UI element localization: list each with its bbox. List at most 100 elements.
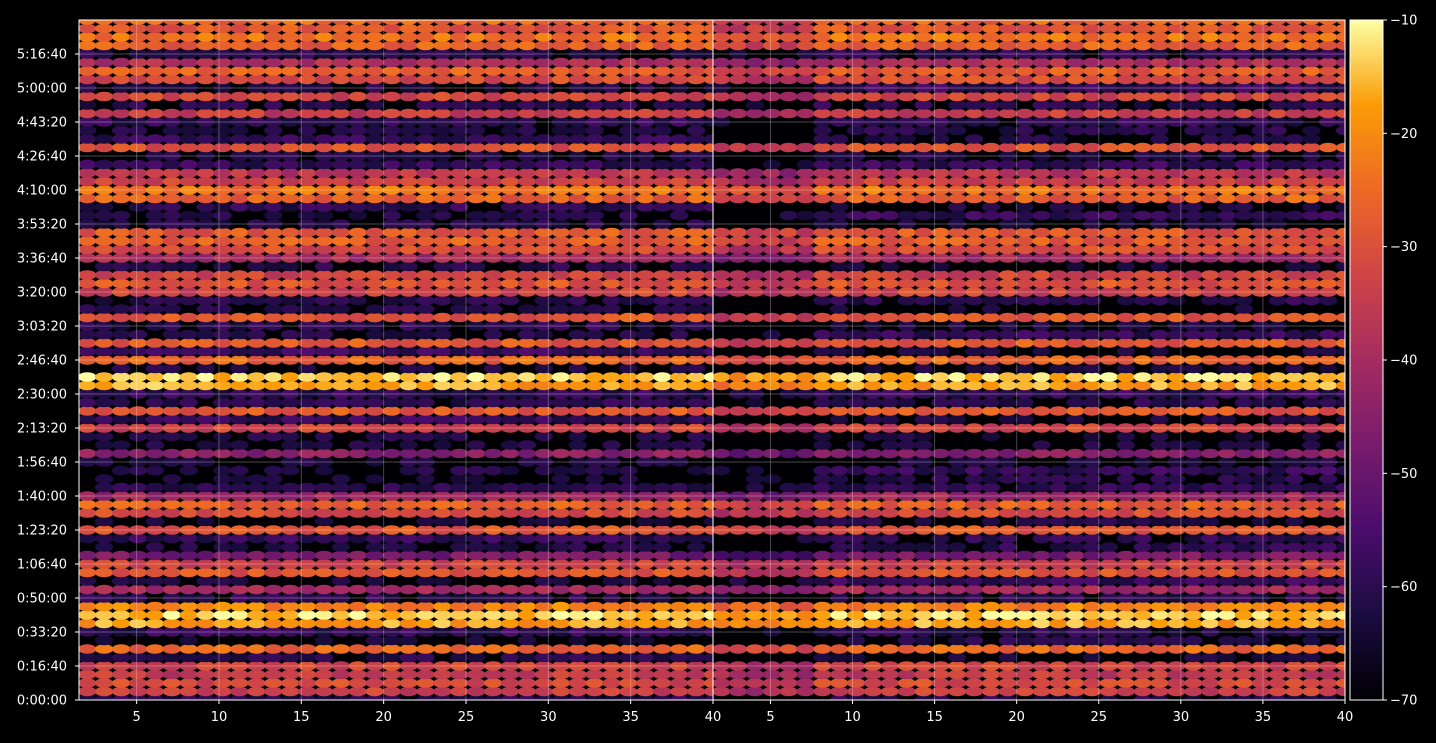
- heatmap-cell: [196, 644, 214, 653]
- heatmap-cell: [78, 236, 96, 245]
- heatmap-cell: [636, 279, 654, 288]
- heatmap-cell: [196, 75, 214, 84]
- heatmap-cell: [982, 678, 1000, 687]
- heatmap-cell: [1066, 551, 1084, 560]
- heatmap-cell: [931, 542, 949, 551]
- heatmap-cell: [163, 678, 181, 687]
- heatmap-cell: [112, 500, 130, 509]
- heatmap-cell: [230, 508, 248, 517]
- heatmap-cell: [1218, 687, 1236, 696]
- heatmap-cell: [847, 636, 865, 645]
- heatmap-cell: [349, 126, 367, 135]
- heatmap-cell: [112, 534, 130, 543]
- heatmap-cell: [636, 610, 654, 619]
- heatmap-cell: [501, 534, 519, 543]
- heatmap-cell: [552, 228, 570, 237]
- heatmap-cell: [1167, 610, 1185, 619]
- heatmap-cell: [247, 32, 265, 41]
- heatmap-cell: [264, 619, 282, 628]
- heatmap-cell: [1049, 670, 1067, 679]
- heatmap-cell: [383, 500, 401, 509]
- heatmap-cell: [602, 100, 620, 109]
- heatmap-cell: [914, 313, 932, 322]
- heatmap-cell: [1066, 228, 1084, 237]
- heatmap-cell: [1167, 517, 1185, 526]
- heatmap-cell: [163, 296, 181, 305]
- heatmap-cell: [1150, 338, 1168, 347]
- heatmap-cell: [898, 313, 916, 322]
- heatmap-cell: [366, 381, 384, 390]
- heatmap-cell: [230, 100, 248, 109]
- heatmap-cell: [1117, 228, 1135, 237]
- heatmap-cell: [535, 100, 553, 109]
- heatmap-cell: [1032, 372, 1050, 381]
- heatmap-cell: [796, 160, 814, 169]
- heatmap-cell: [383, 542, 401, 551]
- heatmap-cell: [746, 670, 764, 679]
- heatmap-cell: [467, 194, 485, 203]
- heatmap-cell: [146, 58, 164, 67]
- heatmap-cell: [416, 619, 434, 628]
- heatmap-cell: [230, 670, 248, 679]
- heatmap-cell: [1150, 619, 1168, 628]
- heatmap-cell: [1302, 653, 1320, 662]
- heatmap-cell: [1150, 236, 1168, 245]
- heatmap-cell: [467, 568, 485, 577]
- heatmap-cell: [180, 347, 198, 356]
- heatmap-cell: [1201, 619, 1219, 628]
- heatmap-cell: [1134, 279, 1152, 288]
- heatmap-cell: [247, 347, 265, 356]
- heatmap-cell: [196, 228, 214, 237]
- heatmap-cell: [552, 270, 570, 279]
- heatmap-cell: [1066, 610, 1084, 619]
- heatmap-cell: [602, 585, 620, 594]
- heatmap-cell: [931, 92, 949, 101]
- heatmap-cell: [1218, 610, 1236, 619]
- heatmap-cell: [569, 678, 587, 687]
- heatmap-cell: [1285, 415, 1303, 424]
- heatmap-cell: [729, 236, 747, 245]
- heatmap-cell: [948, 542, 966, 551]
- heatmap-cell: [1201, 126, 1219, 135]
- heatmap-cell: [636, 619, 654, 628]
- heatmap-cell: [1066, 483, 1084, 492]
- heatmap-cell: [847, 262, 865, 271]
- heatmap-cell: [230, 279, 248, 288]
- heatmap-cell: [653, 143, 671, 152]
- heatmap-cell: [864, 177, 882, 186]
- heatmap-cell: [180, 449, 198, 458]
- heatmap-cell: [1201, 279, 1219, 288]
- heatmap-cell: [433, 517, 451, 526]
- heatmap-cell: [1134, 372, 1152, 381]
- heatmap-cell: [349, 32, 367, 41]
- heatmap-cell: [670, 619, 688, 628]
- heatmap-cell: [399, 313, 417, 322]
- heatmap-cell: [847, 644, 865, 653]
- heatmap-cell: [95, 644, 113, 653]
- heatmap-cell: [416, 270, 434, 279]
- heatmap-cell: [898, 619, 916, 628]
- heatmap-cell: [653, 109, 671, 118]
- heatmap-cell: [535, 32, 553, 41]
- heatmap-cell: [146, 32, 164, 41]
- heatmap-cell: [864, 508, 882, 517]
- heatmap-cell: [1117, 678, 1135, 687]
- heatmap-cell: [746, 508, 764, 517]
- heatmap-cell: [1049, 508, 1067, 517]
- heatmap-cell: [180, 32, 198, 41]
- heatmap-cell: [1066, 636, 1084, 645]
- heatmap-cell: [687, 347, 705, 356]
- heatmap-cell: [484, 75, 502, 84]
- heatmap-cell: [1150, 228, 1168, 237]
- heatmap-cell: [180, 41, 198, 50]
- heatmap-cell: [332, 109, 350, 118]
- heatmap-cell: [298, 160, 316, 169]
- heatmap-cell: [1049, 678, 1067, 687]
- heatmap-cell: [602, 75, 620, 84]
- heatmap-cell: [636, 194, 654, 203]
- heatmap-cell: [247, 687, 265, 696]
- heatmap-cell: [129, 449, 147, 458]
- heatmap-cell: [619, 449, 637, 458]
- heatmap-cell: [602, 687, 620, 696]
- heatmap-cell: [112, 194, 130, 203]
